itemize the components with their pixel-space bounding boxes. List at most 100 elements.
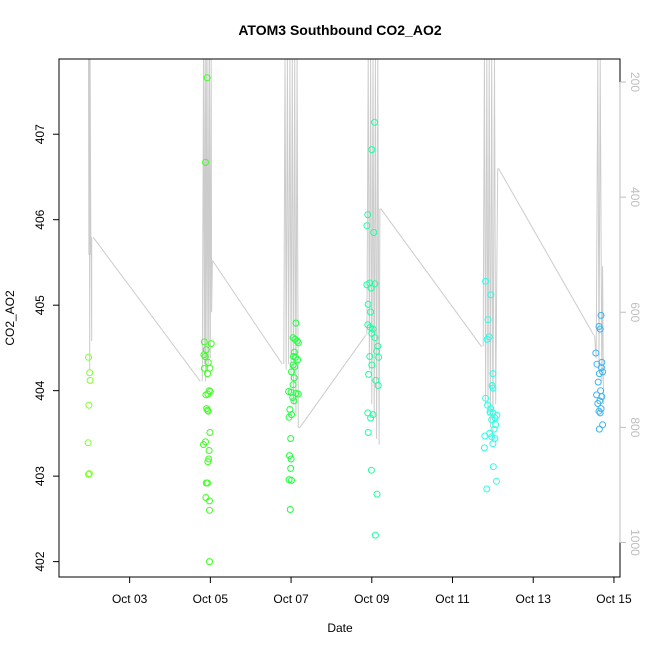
- data-point-62: [287, 455, 295, 463]
- data-point-9: [200, 338, 208, 346]
- data-point-12: [200, 351, 208, 359]
- data-point-113: [488, 416, 496, 424]
- pressure-segment-6: [366, 58, 381, 445]
- data-point-67: [371, 118, 379, 126]
- data-point-137: [598, 393, 606, 401]
- pressure-segment-8: [482, 58, 499, 439]
- x-tick-label-4: Oct 11: [435, 592, 470, 606]
- data-point-95: [367, 466, 375, 474]
- data-point-41: [294, 339, 302, 347]
- data-point-103: [489, 370, 497, 378]
- data-point-24: [204, 407, 212, 415]
- chart-title: ATOM3 Southbound CO2_AO2: [238, 22, 441, 38]
- x-tick-label-1: Oct 05: [193, 592, 229, 606]
- data-point-60: [287, 435, 295, 442]
- data-point-99: [487, 291, 495, 299]
- data-point-16: [200, 364, 208, 372]
- data-point-130: [593, 360, 601, 368]
- data-point-45: [294, 356, 301, 364]
- data-point-0: [85, 353, 92, 361]
- data-point-1: [86, 369, 94, 377]
- data-point-50: [289, 381, 297, 389]
- data-point-36: [206, 558, 213, 566]
- data-point-27: [200, 441, 207, 448]
- y-tick-label-1: 403: [33, 466, 47, 486]
- data-point-65: [288, 476, 295, 484]
- data-point-84: [373, 347, 381, 355]
- y-tick-label-4: 406: [33, 209, 47, 229]
- data-point-46: [289, 361, 297, 369]
- y-axis-label: CO2_AO2: [3, 290, 17, 346]
- data-point-123: [493, 477, 500, 485]
- data-point-21: [202, 391, 210, 399]
- data-point-5: [85, 470, 92, 478]
- pressure-segment-5: [299, 335, 367, 428]
- data-point-23: [204, 406, 211, 414]
- pressure-tick-label-2: 600: [628, 302, 642, 322]
- data-point-133: [595, 370, 603, 378]
- data-point-98: [482, 277, 490, 285]
- data-point-38: [289, 334, 297, 342]
- pressure-trace: [88, 58, 604, 445]
- data-point-97: [371, 531, 379, 539]
- data-point-131: [597, 364, 605, 372]
- data-point-13: [201, 353, 209, 360]
- data-point-42: [290, 348, 298, 356]
- data-point-10: [207, 340, 215, 348]
- data-point-87: [368, 361, 376, 369]
- pressure-tick-label-3: 800: [628, 417, 642, 437]
- data-point-115: [490, 425, 498, 433]
- data-point-8: [202, 158, 209, 166]
- data-point-109: [486, 408, 494, 416]
- data-point-76: [364, 300, 372, 308]
- data-point-139: [594, 400, 602, 407]
- y-tick-label-5: 407: [33, 124, 47, 144]
- data-point-102: [483, 335, 491, 343]
- data-point-129: [598, 358, 606, 366]
- data-point-117: [481, 432, 489, 440]
- x-tick-label-6: Oct 15: [596, 592, 632, 606]
- data-point-63: [287, 464, 295, 472]
- pressure-segment-3: [211, 260, 283, 365]
- y-tick-label-3: 405: [33, 295, 47, 315]
- data-point-35: [206, 506, 213, 514]
- data-point-68: [368, 146, 376, 154]
- data-point-61: [286, 452, 293, 460]
- data-point-17: [204, 370, 211, 378]
- data-point-100: [484, 316, 492, 324]
- data-point-48: [288, 368, 295, 376]
- data-point-105: [489, 384, 497, 392]
- pressure-segment-9: [498, 168, 595, 336]
- data-point-47: [291, 363, 299, 371]
- data-point-90: [374, 382, 382, 389]
- data-point-32: [204, 479, 211, 487]
- data-point-94: [364, 429, 372, 436]
- pressure-tick-label-4: 1000: [628, 529, 642, 556]
- data-point-125: [597, 311, 605, 319]
- data-point-49: [290, 374, 298, 382]
- data-point-78: [374, 342, 382, 350]
- data-point-56: [290, 397, 298, 405]
- data-point-141: [595, 407, 603, 415]
- data-point-70: [363, 222, 371, 230]
- data-points: [84, 74, 607, 566]
- data-point-85: [375, 353, 383, 361]
- axes: Oct 03 Oct 05 Oct 07 Oct 09 Oct 11 Oct 13 Oct …: [33, 58, 642, 606]
- data-point-54: [294, 390, 302, 398]
- data-point-114: [492, 421, 500, 429]
- x-tick-label-2: Oct 07: [273, 592, 309, 606]
- data-point-74: [371, 280, 379, 288]
- data-point-83: [371, 334, 379, 342]
- data-point-106: [482, 394, 490, 402]
- data-point-142: [596, 409, 604, 417]
- data-point-134: [594, 378, 602, 386]
- data-point-71: [370, 229, 378, 236]
- data-point-108: [487, 405, 495, 413]
- data-point-69: [364, 211, 372, 219]
- data-point-2: [86, 376, 94, 384]
- data-point-96: [373, 490, 381, 498]
- x-tick-label-5: Oct 13: [516, 592, 552, 606]
- pressure-tick-label-1: 400: [628, 187, 642, 207]
- data-point-7: [203, 74, 211, 82]
